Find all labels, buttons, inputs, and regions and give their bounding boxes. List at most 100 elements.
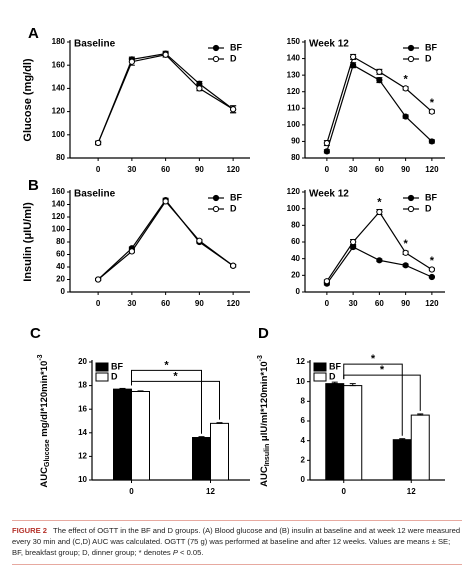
y-tick-label: 80 <box>291 220 300 229</box>
y-axis-label-part: mg/dl*120min*10 <box>39 361 50 440</box>
marker <box>128 248 135 255</box>
legend-label: D <box>425 203 432 213</box>
bar <box>343 385 363 481</box>
line <box>326 246 433 285</box>
y-tick-label: 20 <box>291 270 300 279</box>
marker <box>196 85 203 92</box>
legend-label: BF <box>111 361 123 371</box>
legend-label: D <box>230 203 237 213</box>
y-tick-label: 120 <box>287 87 301 96</box>
marker <box>350 238 357 246</box>
y-tick-label: 6 <box>301 416 306 425</box>
legend-label: BF <box>425 42 437 52</box>
marker <box>402 262 409 269</box>
bar <box>325 383 345 481</box>
x-tick-label: 30 <box>349 299 358 308</box>
line <box>97 54 234 144</box>
y-tick-label: 160 <box>52 187 66 196</box>
y-tick-label: 10 <box>78 475 87 484</box>
y-tick-label: 120 <box>52 107 66 116</box>
y-tick-label: 160 <box>52 60 66 69</box>
marker <box>323 139 330 147</box>
x-tick-label: 0 <box>129 487 134 496</box>
legend-marker <box>407 194 415 202</box>
y-tick-label: 100 <box>287 120 301 129</box>
x-tick-label: 120 <box>425 165 439 174</box>
y-tick-label: 14 <box>78 428 87 437</box>
x-tick-label: 120 <box>226 165 240 174</box>
legend-marker <box>407 44 415 52</box>
legend-marker <box>407 205 415 213</box>
y-tick-label: 10 <box>296 377 305 386</box>
marker <box>376 208 383 216</box>
legend-label: BF <box>425 192 437 202</box>
marker <box>376 68 383 75</box>
legend-label: D <box>425 53 432 63</box>
significance: * <box>403 74 408 86</box>
marker <box>230 106 237 113</box>
caption: FIGURE 2 The effect of OGTT in the BF an… <box>12 520 462 565</box>
legend-marker <box>212 194 220 202</box>
marker <box>196 237 203 244</box>
y-tick-label: 8 <box>301 396 306 405</box>
y-tick-label: 0 <box>61 287 66 296</box>
marker <box>376 77 383 84</box>
panel-label: A <box>28 25 39 42</box>
x-tick-label: 12 <box>206 487 215 496</box>
line <box>326 211 433 282</box>
x-tick-label: 90 <box>401 165 410 174</box>
y-axis-label-part: AUC <box>39 467 50 488</box>
legend-label: D <box>329 371 336 381</box>
x-tick-label: 60 <box>375 299 384 308</box>
significance: * <box>430 255 435 267</box>
x-tick-label: 30 <box>349 165 358 174</box>
y-tick-label: 0 <box>296 287 301 296</box>
y-tick-label: 20 <box>78 357 87 366</box>
x-tick-label: 12 <box>407 487 416 496</box>
marker <box>402 249 409 256</box>
legend-swatch <box>313 372 327 382</box>
x-tick-label: 90 <box>195 165 204 174</box>
y-tick-label: 120 <box>52 212 66 221</box>
marker <box>162 51 169 58</box>
bracket <box>131 380 220 420</box>
y-tick-label: 180 <box>52 37 66 46</box>
marker <box>323 148 330 155</box>
marker <box>323 278 330 285</box>
y-tick-label: 18 <box>78 381 87 390</box>
y-tick-label: 140 <box>52 200 66 209</box>
x-tick-label: 0 <box>325 165 330 174</box>
marker <box>428 273 435 281</box>
y-tick-label: 80 <box>56 237 65 246</box>
marker <box>230 262 237 269</box>
marker <box>428 266 435 273</box>
y-axis-label-part: AUC <box>259 466 270 487</box>
y-tick-label: 4 <box>301 436 306 445</box>
bar <box>410 414 430 481</box>
y-tick-label: 140 <box>287 54 301 63</box>
marker <box>402 113 409 120</box>
legend-marker <box>407 55 415 63</box>
marker <box>350 53 357 61</box>
y-tick-label: 20 <box>56 275 65 284</box>
bar <box>131 391 150 481</box>
chart-title: Baseline <box>74 189 116 200</box>
legend-label: BF <box>230 192 242 202</box>
line <box>97 52 234 144</box>
y-axis-label-part: -3 <box>37 354 44 360</box>
y-axis-label-part: Insulin <box>264 444 271 467</box>
x-tick-label: 0 <box>342 487 347 496</box>
y-tick-label: 40 <box>291 254 300 263</box>
significance: * <box>371 353 376 365</box>
y-axis-label: AUCInsulin μIU/ml*120min*10-3 <box>257 355 271 487</box>
legend-marker <box>212 55 220 63</box>
y-tick-label: 2 <box>301 455 306 464</box>
y-tick-label: 100 <box>52 130 66 139</box>
chart-title: Week 12 <box>309 39 349 50</box>
significance: * <box>377 196 382 208</box>
marker <box>128 58 135 65</box>
marker <box>402 85 409 92</box>
y-tick-label: 140 <box>52 84 66 93</box>
legend-label: BF <box>329 361 341 371</box>
